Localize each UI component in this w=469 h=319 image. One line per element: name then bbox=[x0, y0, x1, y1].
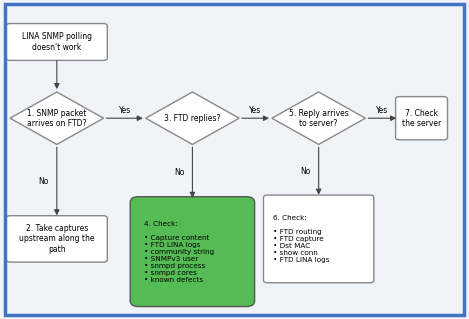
Text: 2. Take captures
upstream along the
path: 2. Take captures upstream along the path bbox=[19, 224, 95, 254]
Text: LINA SNMP polling
doesn't work: LINA SNMP polling doesn't work bbox=[22, 32, 92, 52]
Text: 5. Reply arrives
to server?: 5. Reply arrives to server? bbox=[289, 108, 348, 128]
Text: 6. Check:

• FTD routing
• FTD capture
• Dst MAC
• show conn
• FTD LINA logs: 6. Check: • FTD routing • FTD capture • … bbox=[273, 215, 329, 263]
Text: 3. FTD replies?: 3. FTD replies? bbox=[164, 114, 221, 123]
FancyBboxPatch shape bbox=[6, 24, 107, 60]
Text: Yes: Yes bbox=[376, 106, 388, 115]
Polygon shape bbox=[272, 92, 365, 145]
Text: Yes: Yes bbox=[250, 106, 262, 115]
FancyBboxPatch shape bbox=[395, 97, 447, 140]
FancyBboxPatch shape bbox=[130, 197, 255, 307]
Text: No: No bbox=[300, 167, 311, 175]
FancyBboxPatch shape bbox=[6, 216, 107, 262]
Text: No: No bbox=[174, 168, 184, 177]
Text: 4. Check:

• Capture content
• FTD LINA logs
• community string
• SNMPv3 user
• : 4. Check: • Capture content • FTD LINA l… bbox=[144, 221, 214, 283]
Text: 1. SNMP packet
arrives on FTD?: 1. SNMP packet arrives on FTD? bbox=[27, 108, 87, 128]
FancyBboxPatch shape bbox=[264, 195, 374, 283]
Text: No: No bbox=[38, 177, 49, 186]
Polygon shape bbox=[10, 92, 104, 145]
Text: Yes: Yes bbox=[119, 106, 131, 115]
Polygon shape bbox=[146, 92, 239, 145]
Text: 7. Check
the server: 7. Check the server bbox=[402, 108, 441, 128]
